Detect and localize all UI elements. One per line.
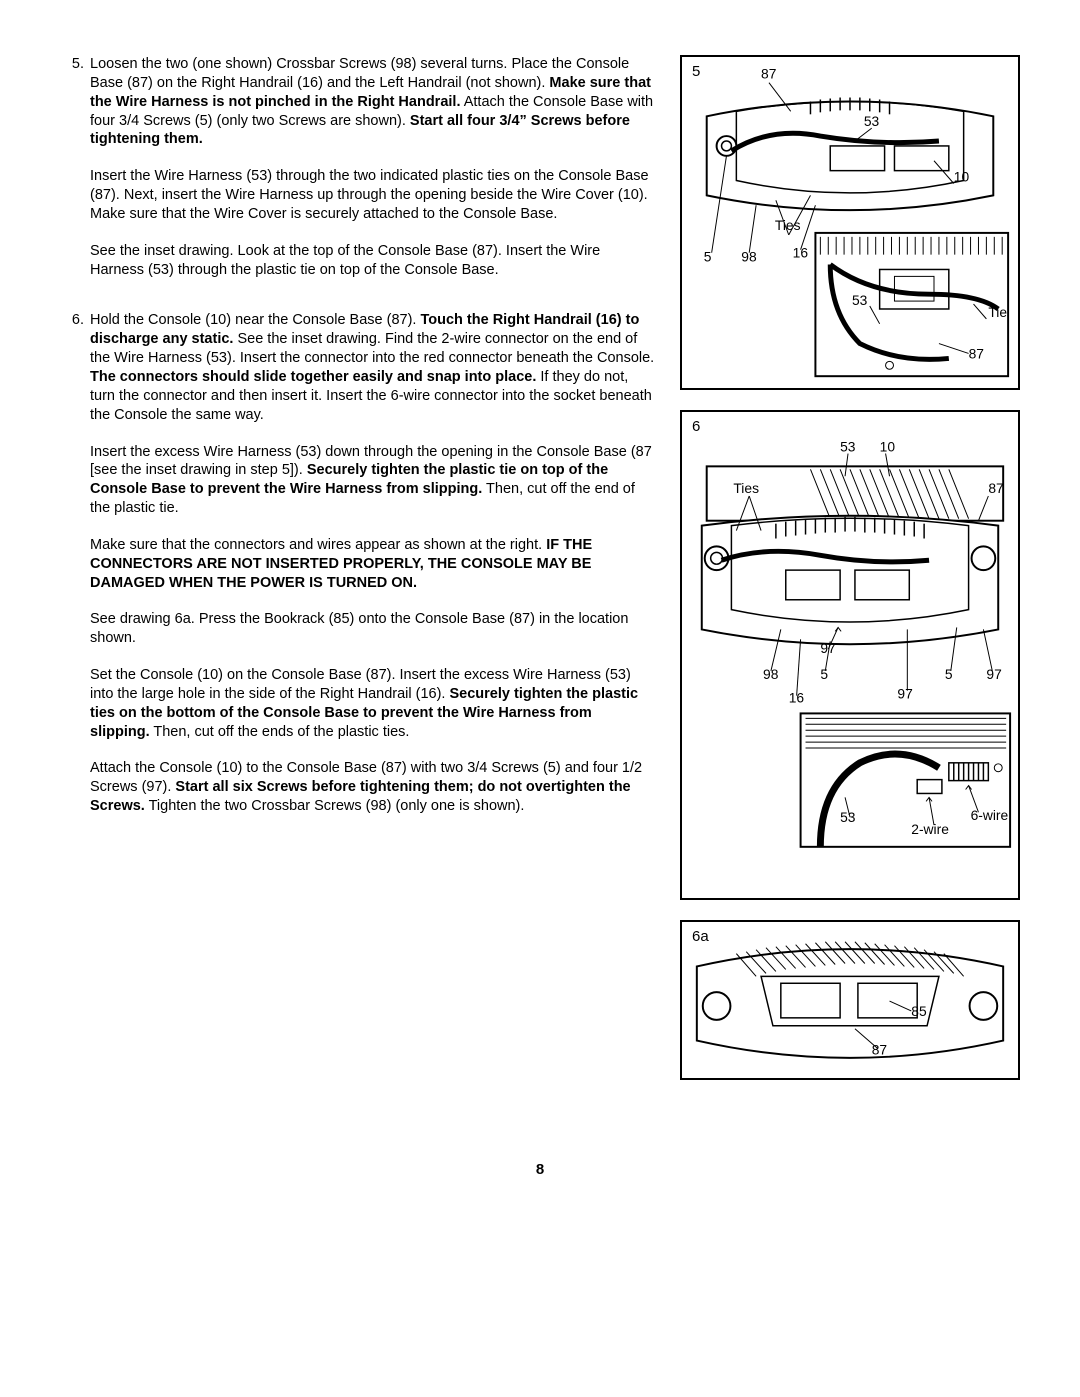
- figure-label: 5: [704, 249, 712, 265]
- instruction-step: 6.Hold the Console (10) near the Console…: [60, 311, 655, 816]
- figure-5: 5: [680, 55, 1020, 390]
- figure-5-drawing: 87 53 10 Ties 5 98 16 53 Tie 87: [682, 57, 1018, 388]
- step-paragraph: Attach the Console (10) to the Console B…: [90, 759, 655, 816]
- figure-number: 5: [692, 62, 700, 82]
- figure-label: 2-wire: [911, 821, 949, 837]
- instruction-steps: 5.Loosen the two (one shown) Crossbar Sc…: [60, 55, 655, 816]
- figure-6a: 6a: [680, 920, 1020, 1080]
- figure-label: 10: [880, 439, 896, 455]
- figure-label: 87: [988, 480, 1003, 496]
- step-number: 5.: [60, 55, 90, 279]
- figure-label: 98: [763, 666, 779, 682]
- figure-label: 10: [954, 169, 970, 185]
- figure-label: 87: [969, 345, 984, 361]
- page-content: 5.Loosen the two (one shown) Crossbar Sc…: [60, 55, 1020, 1080]
- figure-6-drawing: 53 10 Ties 87 97 98 5 97 5 97 16 53 2-wire 6-wire: [682, 412, 1018, 896]
- figure-label: Tie: [988, 304, 1007, 320]
- figure-label: 53: [840, 439, 856, 455]
- step-paragraph: Insert the Wire Harness (53) through the…: [90, 167, 655, 224]
- figure-label: 53: [864, 113, 880, 129]
- figure-label: 85: [911, 1003, 927, 1019]
- figure-label: 97: [820, 640, 835, 656]
- figure-column: 5: [680, 55, 1020, 1080]
- instruction-step: 5.Loosen the two (one shown) Crossbar Sc…: [60, 55, 655, 279]
- figure-label: 53: [840, 809, 856, 825]
- step-body: Loosen the two (one shown) Crossbar Scre…: [90, 55, 655, 279]
- step-paragraph: Set the Console (10) on the Console Base…: [90, 666, 655, 741]
- page-number: 8: [60, 1160, 1020, 1180]
- step-paragraph: See drawing 6a. Press the Bookrack (85) …: [90, 610, 655, 648]
- text-column: 5.Loosen the two (one shown) Crossbar Sc…: [60, 55, 660, 1080]
- figure-label: 98: [741, 249, 757, 265]
- figure-label: 53: [852, 292, 868, 308]
- step-paragraph: Hold the Console (10) near the Console B…: [90, 311, 655, 424]
- figure-label: Ties: [733, 480, 759, 496]
- step-body: Hold the Console (10) near the Console B…: [90, 311, 655, 816]
- step-number: 6.: [60, 311, 90, 816]
- figure-6a-drawing: 85 87: [682, 922, 1018, 1080]
- figure-number: 6: [692, 417, 700, 437]
- figure-label: 87: [761, 66, 776, 82]
- figure-label: 97: [897, 686, 912, 702]
- figure-label: Ties: [775, 217, 801, 233]
- step-paragraph: Make sure that the connectors and wires …: [90, 536, 655, 593]
- figure-number: 6a: [692, 927, 709, 947]
- figure-label: 97: [986, 666, 1001, 682]
- step-paragraph: See the inset drawing. Look at the top o…: [90, 242, 655, 280]
- figure-label: 6-wire: [971, 807, 1009, 823]
- figure-label: 16: [789, 690, 805, 706]
- step-paragraph: Loosen the two (one shown) Crossbar Scre…: [90, 55, 655, 149]
- figure-6: 6: [680, 410, 1020, 900]
- figure-label: 87: [872, 1041, 887, 1057]
- figure-label: 5: [945, 666, 953, 682]
- step-paragraph: Insert the excess Wire Harness (53) down…: [90, 443, 655, 518]
- figure-label: 5: [820, 666, 828, 682]
- figure-label: 16: [793, 245, 809, 261]
